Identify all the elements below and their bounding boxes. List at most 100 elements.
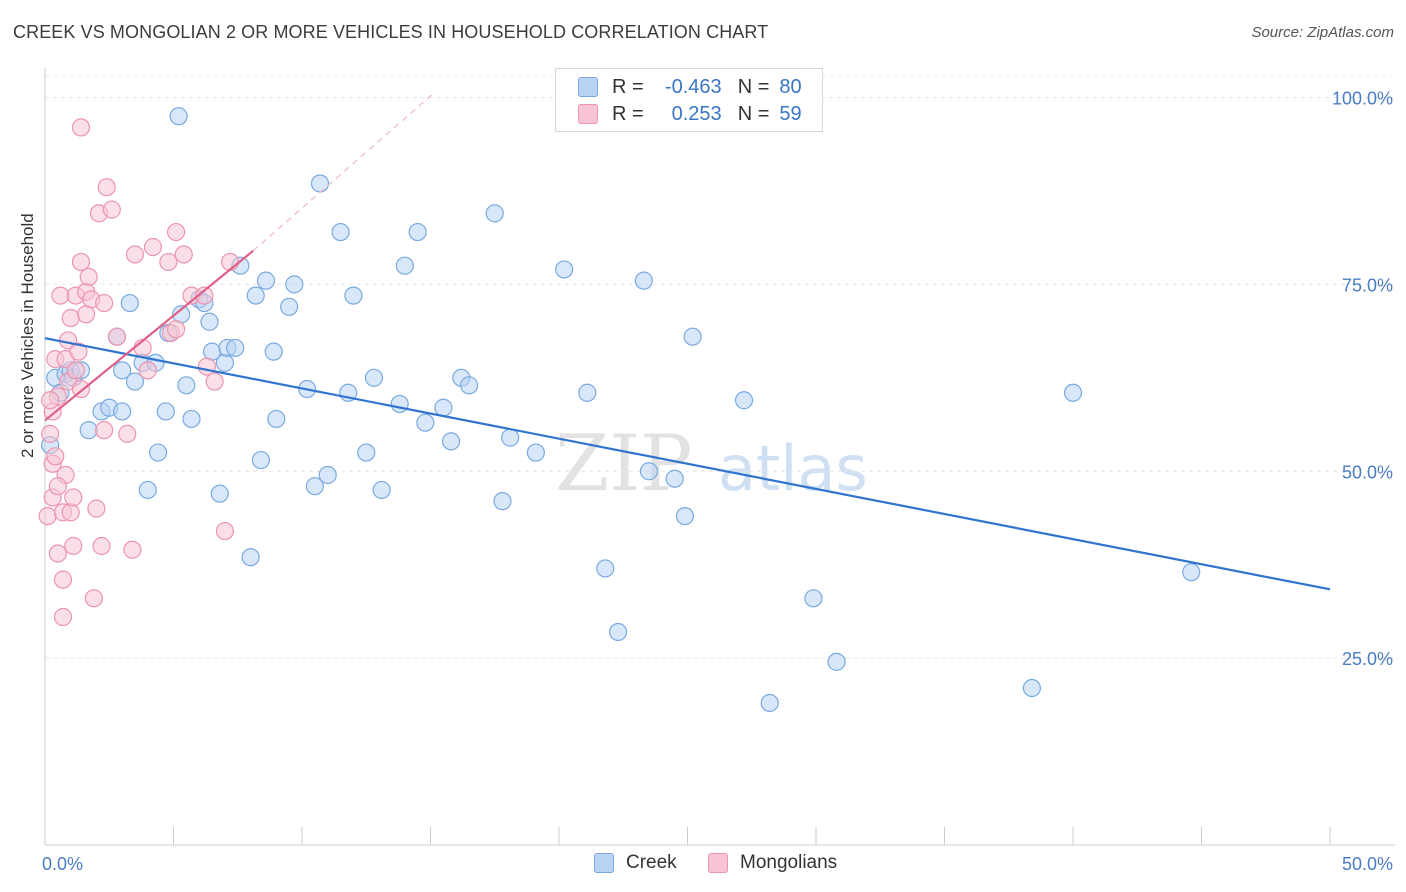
- creek-r-value: -0.463: [664, 75, 722, 98]
- creek-point: [390, 394, 409, 414]
- creek-legend-swatch: [594, 853, 614, 873]
- creek-point: [210, 484, 229, 503]
- stats-legend: R = -0.463 N = 80 R = 0.253 N = 59: [555, 68, 823, 132]
- mongolians-point: [102, 200, 121, 219]
- mongolians-point: [53, 607, 73, 627]
- legend-n-label: N =: [737, 75, 770, 98]
- mongolians-point: [51, 286, 70, 305]
- mongolians-point: [69, 342, 88, 361]
- mongolians-point: [118, 424, 137, 443]
- creek-point: [596, 559, 615, 578]
- creek-point: [280, 297, 299, 316]
- y-axis-label: 2 or more Vehicles in Household: [18, 213, 37, 458]
- mongolians-point: [125, 245, 145, 264]
- legend-r-label: R =: [612, 75, 644, 98]
- creek-point: [148, 443, 168, 462]
- creek-point: [675, 506, 695, 526]
- creek-point: [408, 222, 427, 242]
- creek-point: [485, 204, 504, 223]
- creek-point: [112, 402, 132, 421]
- creek-point: [804, 589, 823, 608]
- mongolians-point: [107, 327, 127, 346]
- bottom-legend-creek: Creek: [594, 852, 677, 874]
- creek-point: [305, 477, 324, 496]
- creek-point: [683, 327, 702, 346]
- mongolians-point: [64, 536, 83, 556]
- mongolians-n-value: 59: [779, 102, 802, 125]
- mongolians-trend-line: [44, 249, 254, 422]
- creek-trend-line: [44, 337, 1331, 591]
- legend-row-mongolians: R = 0.253 N = 59: [578, 102, 802, 126]
- mongolians-point: [174, 245, 193, 264]
- creek-point: [609, 622, 628, 642]
- mongolians-point: [220, 252, 240, 272]
- mongolians-point: [97, 178, 116, 197]
- y-tick-label: 100.0%: [1332, 89, 1393, 109]
- creek-point: [634, 271, 653, 290]
- creek-point: [734, 391, 754, 410]
- mongolians-legend-label: Mongolians: [740, 852, 838, 873]
- x-tick-label: 50.0%: [1342, 854, 1393, 874]
- creek-point: [493, 492, 512, 511]
- creek-point: [372, 480, 391, 500]
- mongolians-point: [195, 286, 214, 305]
- mongolians-swatch: [578, 104, 598, 124]
- creek-point: [200, 312, 219, 331]
- creek-point: [215, 353, 234, 372]
- mongolians-point: [84, 589, 103, 608]
- creek-point: [120, 293, 139, 313]
- creek-legend-label: Creek: [626, 852, 677, 873]
- creek-point: [112, 361, 132, 380]
- mongolians-point: [61, 308, 80, 328]
- x-tick-label: 0.0%: [42, 854, 83, 874]
- mongolians-point: [64, 488, 83, 507]
- creek-point: [226, 338, 245, 358]
- y-tick-label: 75.0%: [1342, 275, 1393, 295]
- creek-point: [125, 372, 145, 391]
- creek-point: [256, 271, 276, 290]
- creek-point: [760, 693, 779, 713]
- creek-point: [138, 480, 157, 500]
- creek-point: [285, 275, 304, 294]
- creek-point: [459, 376, 479, 395]
- creek-point: [246, 286, 265, 305]
- creek-point: [639, 462, 659, 481]
- mongolians-point: [87, 499, 106, 518]
- legend-row-creek: R = -0.463 N = 80: [578, 75, 802, 99]
- creek-point: [1022, 678, 1041, 698]
- mongolians-r-value: 0.253: [671, 102, 722, 125]
- creek-point: [1182, 563, 1201, 582]
- y-tick-label: 50.0%: [1342, 462, 1393, 482]
- mongolians-point: [123, 540, 142, 559]
- creek-point: [501, 428, 520, 447]
- creek-point: [267, 409, 286, 429]
- creek-point: [177, 376, 196, 395]
- creek-point: [1063, 383, 1083, 402]
- bottom-legend-mongolians: Mongolians: [708, 852, 837, 874]
- creek-point: [395, 256, 414, 275]
- mongolians-point: [79, 267, 98, 286]
- creek-point: [555, 260, 574, 279]
- mongolians-point: [205, 372, 224, 391]
- mongolians-point: [48, 544, 67, 563]
- creek-point: [310, 174, 330, 193]
- mongolians-point: [92, 536, 111, 556]
- mongolians-point: [66, 361, 85, 380]
- watermark-zip: ZIP: [555, 419, 693, 509]
- creek-point: [251, 450, 270, 470]
- creek-point: [344, 286, 363, 305]
- mongolians-point: [159, 252, 178, 272]
- mongolians-trend-extension: [252, 91, 437, 252]
- source-label: Source: ZipAtlas.com: [1251, 24, 1394, 41]
- mongolians-point: [41, 424, 60, 443]
- creek-point: [357, 443, 376, 462]
- mongolians-point: [138, 361, 157, 380]
- creek-point: [264, 342, 283, 361]
- creek-point: [434, 398, 453, 417]
- creek-point: [331, 222, 350, 242]
- mongolians-point: [53, 570, 73, 589]
- mongolians-point: [215, 521, 234, 541]
- watermark-atlas: atlas: [718, 432, 868, 505]
- creek-swatch: [578, 77, 598, 97]
